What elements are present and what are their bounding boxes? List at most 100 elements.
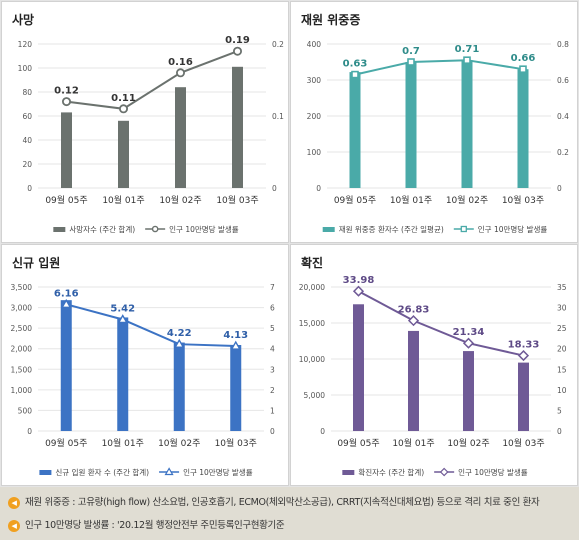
bar	[118, 120, 129, 188]
bar	[232, 66, 243, 188]
x-axis-tick-label: 09월 05주	[45, 437, 87, 449]
footnotes: ◀ 재원 위중증 : 고유량(high flow) 산소요법, 인공호흡기, EC…	[0, 487, 579, 540]
x-axis-tick-label: 10월 02주	[446, 194, 488, 206]
x-axis-tick-label: 09월 05주	[334, 194, 376, 206]
series-line	[354, 59, 524, 76]
left-axis-tick-label: 0	[320, 427, 325, 436]
series-line	[66, 50, 238, 110]
right-axis-tick-label: 7	[270, 283, 275, 292]
right-axis-tick-label: 15	[557, 365, 567, 374]
line-point	[117, 314, 128, 324]
left-axis-tick-label: 3,500	[11, 283, 33, 292]
right-axis-tick-label: 0	[270, 427, 275, 436]
legend-bar-label: 신규 입원 환자 수 (주간 합계)	[55, 467, 149, 477]
legend-bar-swatch	[342, 470, 355, 475]
bar	[173, 342, 185, 431]
line-point	[407, 58, 415, 66]
x-axis-tick-label: 10월 01주	[392, 437, 434, 449]
speaker-icon: ◀	[8, 519, 20, 532]
bar	[117, 317, 129, 431]
bar	[353, 304, 364, 431]
right-axis-tick-label: 1	[270, 406, 275, 415]
left-axis-tick-label: 40	[22, 136, 32, 145]
line-point	[407, 315, 420, 327]
left-axis-tick-label: 3,000	[11, 304, 33, 313]
x-axis-tick-label: 10월 02주	[159, 194, 201, 206]
right-axis-tick-label: 0	[557, 427, 562, 436]
left-axis-tick-label: 80	[22, 88, 32, 97]
line-point	[61, 298, 72, 308]
left-axis-tick-label: 120	[18, 40, 33, 49]
left-axis-tick-label: 200	[307, 112, 322, 121]
footnote-severe: ◀ 재원 위중증 : 고유량(high flow) 산소요법, 인공호흡기, EC…	[8, 494, 540, 509]
legend: 사망자수 (주간 합계) 인구 10만명당 발생률	[53, 224, 239, 234]
line-point	[351, 70, 359, 79]
right-axis-tick-label: 0	[557, 184, 562, 193]
bar	[175, 87, 186, 188]
left-axis-tick-label: 2,500	[11, 324, 33, 333]
data-label: 33.98	[343, 275, 375, 286]
left-axis-tick-label: 0	[27, 427, 32, 436]
bar	[230, 345, 242, 431]
severe-chart-panel: 재원 위중증 0 100 200 300 400 0 0.2 0.4 0.6 0.8 09월 05주…	[290, 1, 578, 243]
x-axis-tick-label: 10월 03주	[215, 437, 257, 449]
legend-line-label: 인구 10만명당 발생률	[183, 467, 253, 477]
legend-line-marker	[460, 225, 467, 233]
data-label: 21.34	[453, 327, 485, 338]
legend: 재원 위중증 환자수 (주간 일평균) 인구 10만명당 발생률	[322, 224, 547, 234]
right-axis-tick-label: 2	[270, 386, 275, 395]
right-axis-tick-label: 20	[557, 345, 567, 354]
right-axis-tick-label: 30	[557, 304, 567, 313]
right-axis-tick-label: 0.8	[557, 40, 569, 49]
legend-line-marker	[151, 225, 159, 233]
data-label: 6.16	[54, 288, 79, 299]
bar	[517, 69, 529, 188]
data-label: 0.12	[54, 86, 79, 97]
right-axis-tick-label: 10	[557, 386, 567, 395]
bar	[405, 62, 417, 188]
legend-bar-label: 재원 위중증 환자수 (주간 일평균)	[339, 224, 444, 234]
x-axis-tick-label: 10월 03주	[216, 194, 258, 206]
right-axis-tick-label: 35	[557, 283, 567, 292]
bar	[408, 330, 419, 431]
line-point	[230, 340, 241, 350]
x-axis-tick-label: 09월 05주	[45, 194, 87, 206]
line-point	[519, 65, 527, 73]
footnote-rate: ◀ 인구 10만명당 발생률 : '20.12월 행정안전부 주민등록인구현황기준	[8, 517, 285, 532]
left-axis-tick-label: 60	[22, 112, 32, 121]
line-point	[175, 68, 185, 78]
right-axis-tick-label: 4	[270, 345, 275, 354]
bar	[463, 351, 474, 431]
legend-bar-swatch	[53, 227, 66, 232]
right-axis-tick-label: 0.2	[557, 148, 569, 157]
bar	[461, 60, 473, 189]
legend-bar-swatch	[39, 470, 52, 475]
data-label: 0.16	[168, 57, 193, 68]
bar	[518, 362, 529, 431]
x-axis-tick-label: 10월 03주	[502, 194, 544, 206]
data-label: 4.13	[223, 330, 248, 341]
admissions-chart: 0 500 1,000 1,500 2,000 2,500 3,000 3,500 0 1 2 3 4 5…	[11, 283, 275, 477]
left-axis-tick-label: 2,000	[11, 345, 33, 354]
series-line	[358, 290, 524, 357]
data-label: 5.42	[110, 304, 135, 315]
confirmed-chart-panel: 확진 0 5,000 10,000 15,000 20,000 0 5 10 15 20 25 30 3…	[290, 244, 578, 486]
series-line	[65, 303, 236, 348]
bar	[61, 112, 72, 188]
right-axis-tick-label: 3	[270, 365, 275, 374]
left-axis-tick-label: 15,000	[299, 319, 325, 328]
left-axis-tick-label: 0	[316, 184, 321, 193]
legend-line-marker	[439, 467, 449, 477]
line-point	[119, 104, 129, 114]
left-axis-tick-label: 0	[27, 184, 32, 193]
bar	[60, 300, 72, 431]
bar	[349, 72, 361, 188]
footnote-text: 인구 10만명당 발생률 : '20.12월 행정안전부 주민등록인구현황기준	[25, 520, 285, 531]
data-label: 18.33	[508, 340, 540, 351]
legend-line-label: 인구 10만명당 발생률	[169, 224, 239, 234]
deaths-chart-panel: 사망 0 20 40 60 80 100 120 0 0.1 0.2 09월 05주 10월 01주 1…	[1, 1, 289, 243]
left-axis-tick-label: 10,000	[299, 355, 325, 364]
data-label: 0.66	[511, 53, 536, 64]
deaths-chart: 0 20 40 60 80 100 120 0 0.1 0.2 09월 05주 10월 01주 10월 …	[18, 35, 284, 234]
confirmed-chart: 0 5,000 10,000 15,000 20,000 0 5 10 15 20 25 30 35 09…	[299, 275, 567, 477]
